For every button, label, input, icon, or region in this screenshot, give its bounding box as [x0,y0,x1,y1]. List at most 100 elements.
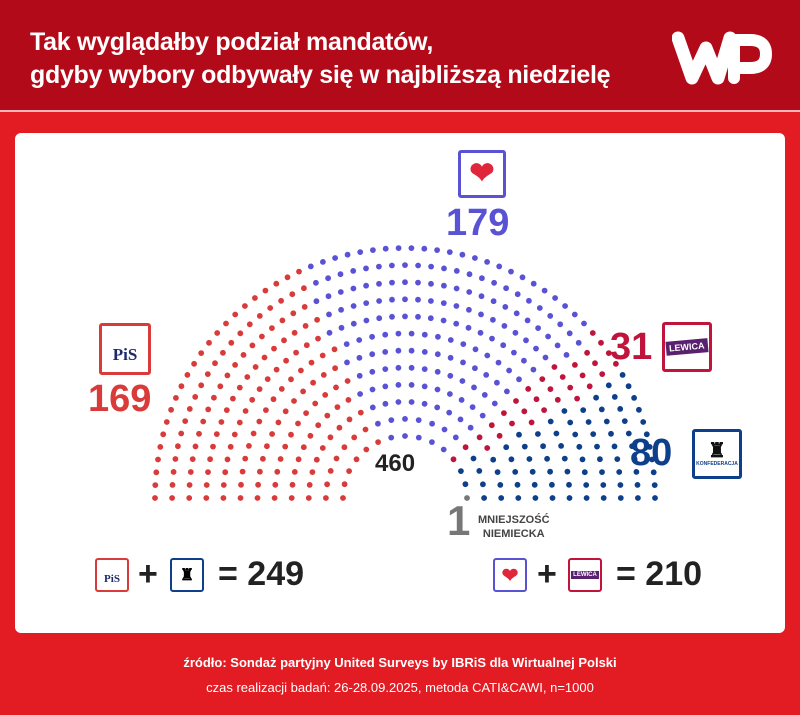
seat-konfederacja [617,482,624,488]
seat-konfederacja [599,469,605,475]
seat-ko [523,337,529,344]
mn-label-1: MNIEJSZOŚĆ [478,514,550,526]
seat-pis [192,443,199,450]
seat-ko [479,412,486,419]
seat-pis [282,408,289,415]
seat-konfederacja [640,419,647,425]
seat-ko [408,382,415,388]
ko-seats: 179 [446,202,510,244]
seat-pis [300,444,307,451]
seat-konfederacja [470,455,477,462]
seat-pis [291,469,298,475]
seat-ko [402,279,408,286]
seat-ko [472,346,479,353]
seat-pis [263,407,269,413]
seat-konfederacja [558,443,564,449]
seat-ko [363,265,369,272]
seat-ko [490,316,496,323]
seat-ko [440,300,447,306]
seat-pis [327,434,334,441]
seat-pis [319,352,326,359]
seat-ko [395,364,402,371]
seat-ko [408,364,415,371]
seat-ko [581,320,587,327]
seat-ko [478,293,485,300]
seat-ko [483,372,490,378]
seat-konfederacja [598,406,605,413]
seat-ko [466,289,473,295]
seat-pis [153,469,160,476]
seat-konfederacja [600,495,607,501]
seat-konfederacja [553,430,560,437]
seat-pis [198,382,205,389]
seat-pis [357,409,364,416]
seat-ko [530,280,537,287]
seat-ko [376,298,382,304]
seat-ko [514,291,521,298]
wp-logo [672,31,772,85]
seat-ko [441,426,448,433]
seat-pis [288,376,294,383]
seat-ko [350,320,357,327]
seat-pis [313,456,320,463]
seat-ko [375,420,381,427]
seat-lewica [574,395,580,402]
seat-pis [315,422,322,429]
seat-ko [388,417,395,423]
seat-pis [363,446,370,453]
seat-pis [303,410,309,416]
seat-konfederacja [516,431,522,438]
seat-ko [326,329,333,336]
seat-ko [428,298,434,304]
seat-ko [541,287,548,294]
seat-ko [434,351,441,358]
seat-ko [326,311,332,318]
seat-konfederacja [643,431,650,438]
seat-pis [271,495,278,501]
seat-ko [516,376,522,383]
seat-pis [239,468,246,475]
header: Tak wyglądałby podział mandatów, gdyby w… [0,0,800,112]
seat-pis [346,416,353,423]
seat-ko [389,279,395,286]
seat-pis [272,481,279,488]
seat-konfederacja [526,456,533,462]
seat-pis [277,456,284,462]
seat-pis [259,333,265,340]
seat-pis [273,280,280,287]
seat-ko [459,251,466,258]
seat-pis [242,455,249,462]
seat-ko [395,330,402,337]
seat-ko [562,303,568,309]
seat-pis [184,372,191,378]
seat-ko [453,320,460,327]
seat-ko [428,280,434,287]
seat-ko [389,296,395,303]
seat-konfederacja [547,468,553,475]
seat-ko [313,279,319,286]
seat-konfederacja [649,456,655,463]
seat-ko [434,404,441,411]
seat-pis [186,482,193,488]
seat-ko [427,315,434,322]
seat-konfederacja [605,382,612,389]
seat-ko [458,397,465,403]
seat-konfederacja [594,443,600,450]
seat-pis [204,371,211,377]
seat-pis [344,378,351,384]
seat-pis [269,325,275,331]
seat-ko [408,347,415,354]
ko-logo: ❤ [458,150,506,198]
seat-ko [453,303,460,309]
seat-pis [284,274,291,281]
seat-ko [453,285,460,292]
seat-ko [447,337,454,343]
seat-lewica [559,374,566,380]
seat-pis [309,469,316,475]
pis-logo: PiS [99,323,151,375]
seat-pis [333,384,339,391]
seat-ko [356,337,363,343]
seat-ko [363,282,369,289]
seat-pis [230,395,236,402]
seat-konfederacja [540,443,546,450]
